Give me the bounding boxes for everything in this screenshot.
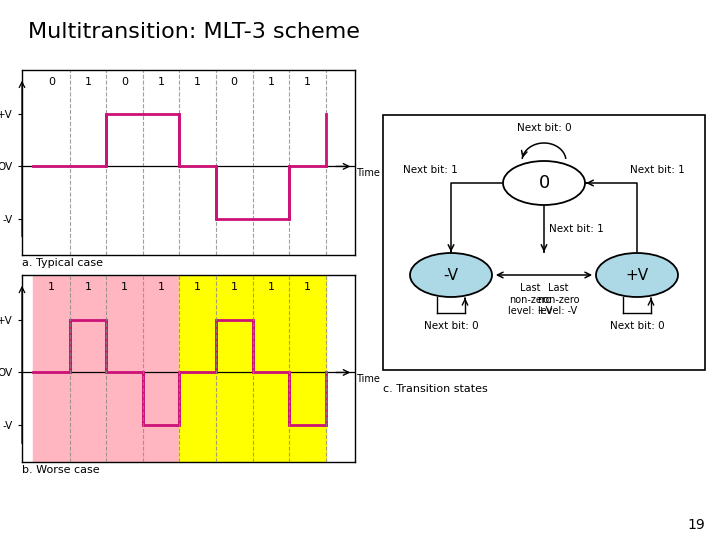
Text: Next bit: 0: Next bit: 0 [517,123,571,133]
Text: +V: +V [626,267,649,282]
Text: 1: 1 [304,282,311,292]
Text: 1: 1 [84,282,91,292]
Text: 1: 1 [158,282,165,292]
Ellipse shape [596,253,678,297]
Text: 0: 0 [48,77,55,87]
Text: 0: 0 [230,77,238,87]
Text: 1: 1 [194,77,201,87]
Text: 1: 1 [267,282,274,292]
Text: c. Transition states: c. Transition states [383,384,487,394]
Text: 1: 1 [267,77,274,87]
Bar [179,275,325,462]
Text: Next bit: 0: Next bit: 0 [423,321,478,331]
Text: Next bit: 1: Next bit: 1 [403,165,458,175]
Text: -V: -V [444,267,459,282]
Ellipse shape [503,161,585,205]
Text: Last
non-zero
level: +V: Last non-zero level: +V [508,283,552,316]
Text: 1: 1 [48,282,55,292]
Text: Next bit: 1: Next bit: 1 [630,165,685,175]
Text: b. Worse case: b. Worse case [22,465,99,475]
Text: 0: 0 [539,174,549,192]
Bar [33,275,179,462]
Text: 19: 19 [688,518,705,532]
Text: Multitransition: MLT-3 scheme: Multitransition: MLT-3 scheme [28,22,360,42]
Text: 0: 0 [121,77,128,87]
Ellipse shape [410,253,492,297]
Text: 1: 1 [84,77,91,87]
Text: 1: 1 [194,282,201,292]
Text: Time: Time [356,374,379,384]
Text: 1: 1 [158,77,165,87]
Text: a. Typical case: a. Typical case [22,258,103,268]
Text: Time: Time [356,167,379,178]
Text: 1: 1 [230,282,238,292]
Text: Next bit: 0: Next bit: 0 [610,321,665,331]
Text: 1: 1 [121,282,128,292]
Bar [383,115,705,370]
Text: Last
non-zero
level: -V: Last non-zero level: -V [536,283,580,316]
Text: Next bit: 1: Next bit: 1 [549,224,604,234]
Text: 1: 1 [304,77,311,87]
